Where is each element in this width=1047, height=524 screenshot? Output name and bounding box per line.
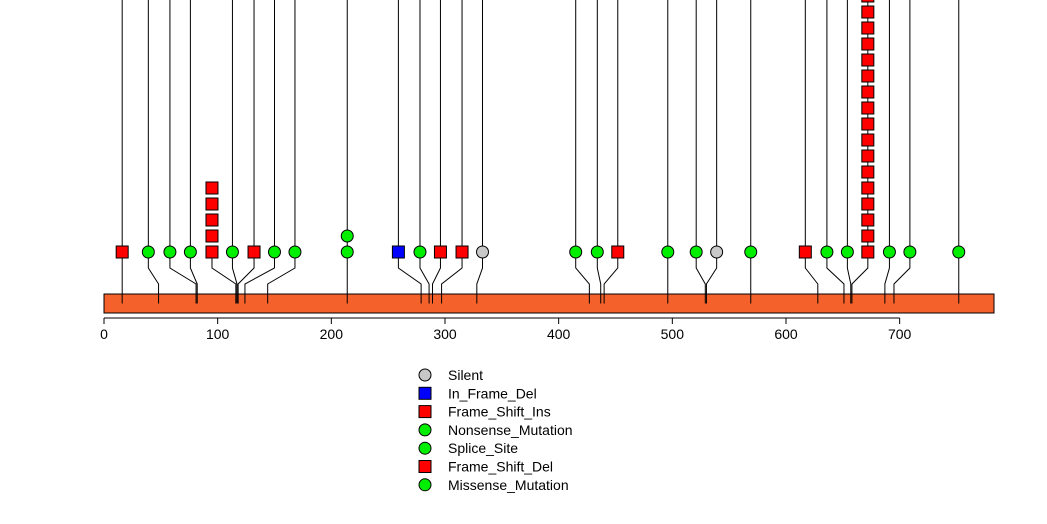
- mutation-marker: [903, 245, 917, 259]
- legend-label: Frame_Shift_Ins: [448, 404, 551, 420]
- mutation-marker: [861, 245, 875, 259]
- x-tick-label: 700: [888, 326, 912, 342]
- x-tick-label: 400: [547, 326, 571, 342]
- mutation-marker: [413, 245, 427, 259]
- mutation-marker: [840, 245, 854, 259]
- x-tick-label: 600: [774, 326, 798, 342]
- mutation-marker: [710, 245, 724, 259]
- mutation-marker: [205, 213, 219, 227]
- mutation-marker: [861, 21, 875, 35]
- mutation-marker: [183, 245, 197, 259]
- legend-swatch: [418, 441, 432, 455]
- mutation-marker: [861, 5, 875, 19]
- mutation-marker: [141, 245, 155, 259]
- mutation-marker: [861, 197, 875, 211]
- mutation-marker: [267, 245, 281, 259]
- mutation-marker: [611, 245, 625, 259]
- legend-swatch: [418, 386, 432, 400]
- legend-label: Silent: [448, 367, 483, 383]
- mutation-marker: [861, 37, 875, 51]
- mutation-marker: [952, 245, 966, 259]
- x-tick-label: 200: [320, 326, 344, 342]
- mutation-marker: [590, 245, 604, 259]
- legend-label: Missense_Mutation: [448, 477, 569, 493]
- mutation-marker: [861, 133, 875, 147]
- protein-bar: [103, 293, 995, 314]
- x-axis: 0 100 200 300 400 500 600 700: [100, 317, 912, 342]
- mutation-marker: [391, 245, 405, 259]
- mutation-marker: [861, 69, 875, 83]
- mutation-marker: [861, 229, 875, 243]
- mutation-marker: [163, 245, 177, 259]
- legend-swatch: [418, 405, 432, 419]
- x-tick-label: 100: [206, 326, 230, 342]
- mutation-marker: [689, 245, 703, 259]
- x-tick-label: 500: [661, 326, 685, 342]
- mutation-marker: [455, 245, 469, 259]
- mutation-marker: [205, 245, 219, 259]
- legend-swatch: [418, 478, 432, 492]
- mutation-marker: [340, 245, 354, 259]
- mutation-marker: [433, 245, 447, 259]
- mutation-marker: [115, 245, 129, 259]
- mutation-marker: [476, 245, 490, 259]
- legend-swatch: [418, 460, 432, 473]
- mutation-marker: [205, 181, 219, 195]
- legend-swatch: [418, 423, 432, 437]
- mutation-marker: [861, 181, 875, 195]
- protein-bar-layer: [103, 293, 995, 314]
- mutation-marker: [798, 245, 812, 259]
- legend-label: Frame_Shift_Del: [448, 459, 553, 475]
- mutation-marker: [205, 197, 219, 211]
- mutation-marker: [861, 149, 875, 163]
- legend-label: In_Frame_Del: [448, 385, 537, 401]
- legend-swatch: [418, 368, 432, 382]
- mutation-marker: [247, 245, 261, 259]
- mutation-marker: [225, 245, 239, 259]
- legend-label: Nonsense_Mutation: [448, 422, 573, 438]
- mutation-marker: [861, 117, 875, 131]
- x-tick-label: 300: [433, 326, 457, 342]
- legend-label: Splice_Site: [448, 440, 518, 456]
- legend: Silent In_Frame_Del Frame_Shift_Ins Nonsens…: [418, 367, 573, 493]
- mutation-marker: [882, 245, 896, 259]
- mutation-marker: [569, 245, 583, 259]
- mutation-marker: [861, 0, 875, 3]
- mutation-marker: [340, 229, 354, 243]
- mutation-marker: [744, 245, 758, 259]
- mutation-markers-layer: [115, 0, 966, 259]
- mutation-marker: [861, 85, 875, 99]
- mutation-marker: [861, 165, 875, 179]
- mutation-marker: [820, 245, 834, 259]
- x-tick-label: 0: [100, 326, 108, 342]
- mutation-marker: [288, 245, 302, 259]
- mutation-marker: [205, 229, 219, 243]
- mutation-marker: [861, 213, 875, 227]
- mutation-marker: [661, 245, 675, 259]
- mutation-marker: [861, 101, 875, 115]
- mutation-marker: [861, 53, 875, 67]
